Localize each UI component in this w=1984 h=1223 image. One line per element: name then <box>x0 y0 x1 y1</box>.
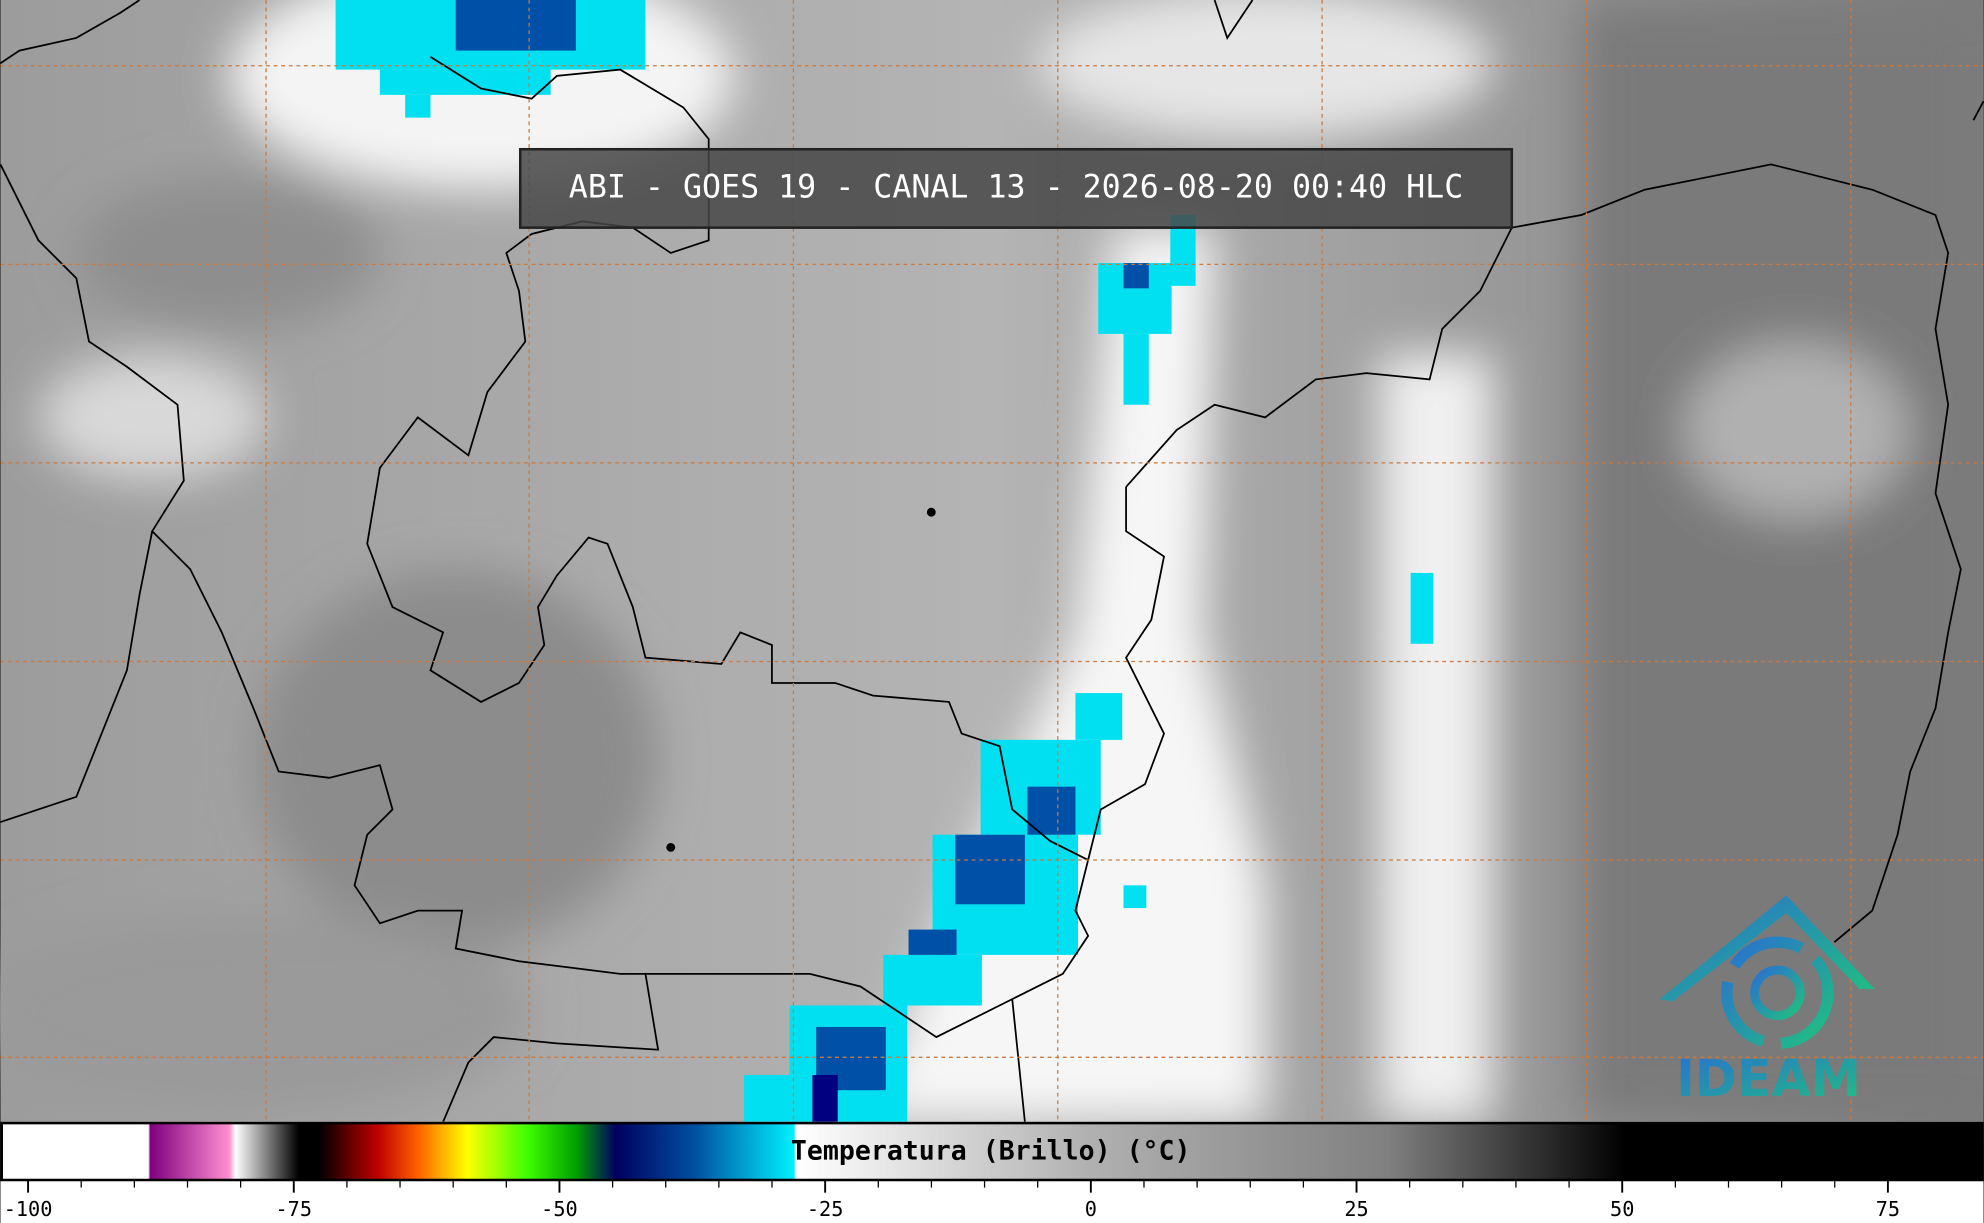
title-box: ABI - GOES 19 - CANAL 13 - 2026-08-20 00… <box>518 147 1514 229</box>
title: ABI - GOES 19 - CANAL 13 - 2026-08-20 00… <box>569 169 1463 205</box>
borders <box>0 0 1983 1122</box>
tick-label: -100 <box>4 1197 53 1221</box>
tick-label: -25 <box>807 1197 844 1221</box>
tick-label: -75 <box>276 1197 313 1221</box>
tick-label: 0 <box>1085 1197 1097 1221</box>
tick-label: -50 <box>541 1197 578 1221</box>
tick-label: 75 <box>1876 1197 1900 1221</box>
colorbar-label: Temperatura (Brillo) (°C) <box>791 1136 1191 1167</box>
graticule <box>0 0 1984 1122</box>
tick-label: 25 <box>1344 1197 1368 1221</box>
logo: IDEAM <box>1659 895 1875 1108</box>
tick-label: 50 <box>1610 1197 1634 1221</box>
colorbar: Temperatura (Brillo) (°C) <box>0 1121 1984 1182</box>
logo-text: IDEAM <box>1676 1049 1861 1108</box>
